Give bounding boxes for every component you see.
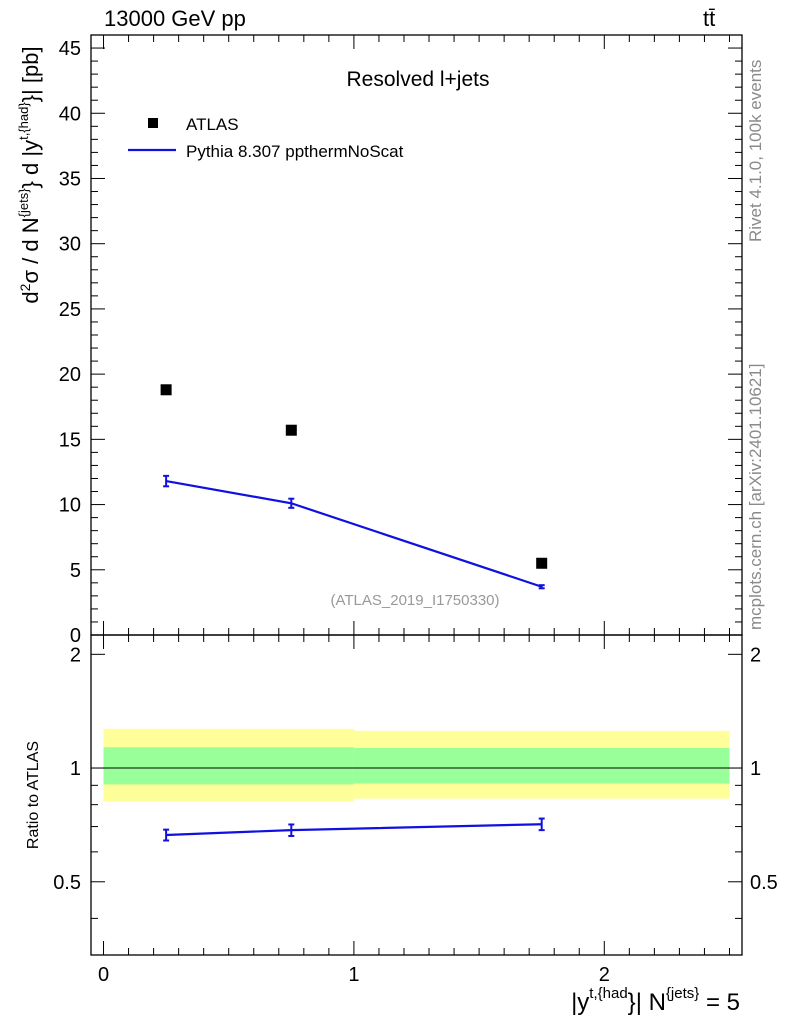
label-part: t,{had}	[16, 102, 31, 140]
x-axis-label: |yt,{had}| N{jets} = 5	[571, 985, 740, 1016]
label-part: σ / d N	[18, 217, 43, 283]
analysis-label: (ATLAS_2019_I1750330)	[330, 592, 499, 609]
legend-atlas-label: ATLAS	[186, 115, 239, 134]
plot-title: Resolved l+jets	[347, 68, 490, 91]
ratio-y-axis-label: Ratio to ATLAS	[25, 741, 42, 849]
ratio-y-tick-label-right: 1	[750, 758, 761, 780]
ratio-y-tick-label-right: 2	[750, 644, 761, 666]
x-tick-label: 2	[599, 964, 610, 986]
y-tick-label: 45	[59, 38, 81, 60]
ratio-mc-line	[166, 823, 542, 837]
ratio-y-tick-label: 2	[70, 644, 81, 666]
label-part: 2	[17, 283, 33, 291]
y-tick-label: 0	[70, 625, 81, 647]
mc-line	[165, 480, 543, 588]
legend-mc-label: Pythia 8.307 ppthermNoScat	[186, 142, 404, 161]
ratio-y-tick-label-right: 0.5	[750, 872, 778, 894]
label-part: }| [pb]	[18, 46, 43, 102]
y-tick-label: 20	[59, 364, 81, 386]
y-tick-label: 35	[59, 168, 81, 190]
atlas-data-point	[285, 424, 297, 436]
label-part: {jets}	[16, 188, 31, 218]
y-tick-label: 5	[70, 560, 81, 582]
legend-atlas-marker	[148, 118, 158, 128]
ratio-inner-band	[353, 747, 730, 784]
ratio-y-tick-label: 1	[70, 758, 81, 780]
y-tick-label: 25	[59, 299, 81, 321]
y-tick-label: 30	[59, 234, 81, 256]
ratio-plot-frame	[90, 634, 743, 956]
atlas-data-point	[160, 384, 172, 396]
ratio-inner-band	[103, 747, 354, 785]
main-y-axis-label: d2σ / d N{jets}} d |yt,{had}}| [pb]	[16, 46, 43, 303]
label-part: } d |y	[18, 140, 43, 189]
label-part: }| N	[628, 989, 666, 1016]
y-tick-label: 10	[59, 495, 81, 517]
process-label: tt̄	[703, 6, 716, 31]
label-part: {jets}	[666, 985, 699, 1002]
label-part: d	[18, 291, 43, 303]
x-tick-label: 1	[348, 964, 359, 986]
y-tick-label: 15	[59, 429, 81, 451]
label-part: = 5	[699, 989, 740, 1016]
energy-label: 13000 GeV pp	[104, 6, 246, 31]
label-part: |y	[571, 989, 589, 1016]
y-tick-label: 40	[59, 103, 81, 125]
ratio-y-tick-label: 0.5	[53, 872, 81, 894]
atlas-data-point	[536, 557, 548, 569]
label-part: t,{had	[589, 985, 627, 1002]
x-tick-label: 0	[98, 964, 109, 986]
